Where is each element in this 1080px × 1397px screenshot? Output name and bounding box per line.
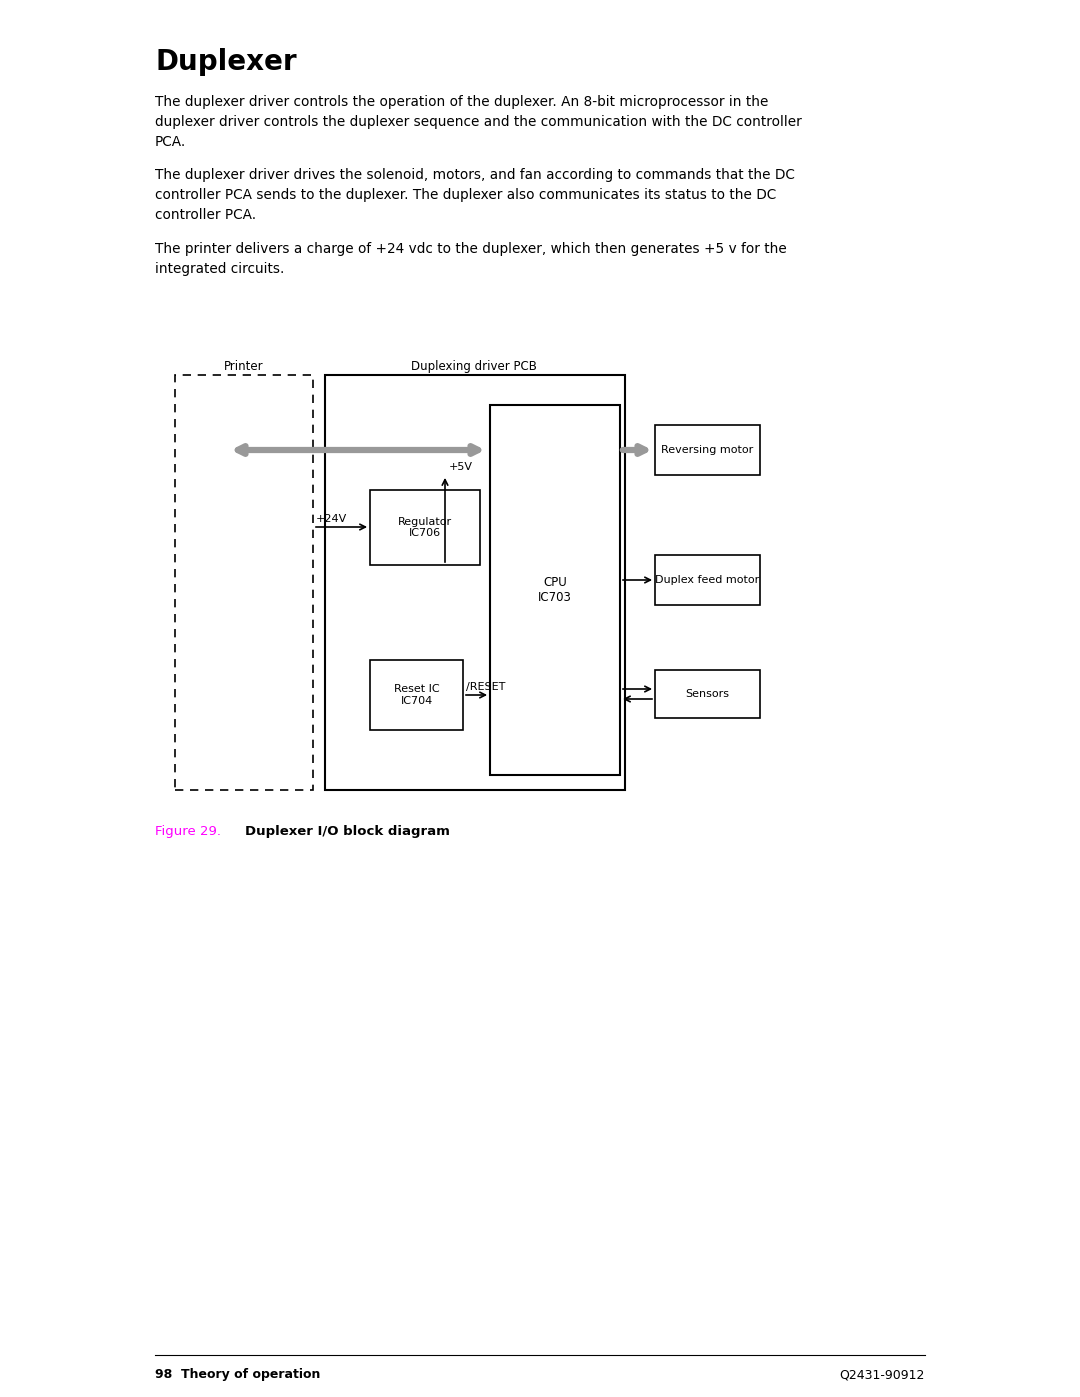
Text: +24V: +24V <box>316 514 348 524</box>
Bar <box>654 671 760 718</box>
Text: CPU
IC703: CPU IC703 <box>538 576 572 604</box>
Text: Duplex feed motor: Duplex feed motor <box>656 576 759 585</box>
Text: Sensors: Sensors <box>686 689 729 698</box>
Text: /RESET: /RESET <box>465 682 505 692</box>
Text: Duplexer: Duplexer <box>156 47 297 75</box>
Text: Q2431-90912: Q2431-90912 <box>839 1368 924 1382</box>
Text: Figure 29.: Figure 29. <box>156 826 221 838</box>
Bar <box>370 659 463 731</box>
Text: Duplexer I/O block diagram: Duplexer I/O block diagram <box>245 826 450 838</box>
Text: The printer delivers a charge of +24 vdc to the duplexer, which then generates +: The printer delivers a charge of +24 vdc… <box>156 242 786 277</box>
Text: The duplexer driver drives the solenoid, motors, and fan according to commands t: The duplexer driver drives the solenoid,… <box>156 168 795 222</box>
Text: The duplexer driver controls the operation of the duplexer. An 8-bit microproces: The duplexer driver controls the operati… <box>156 95 801 149</box>
Bar <box>654 555 760 605</box>
Text: 98  Theory of operation: 98 Theory of operation <box>156 1368 321 1382</box>
Text: Printer: Printer <box>225 360 264 373</box>
Text: Regulator
IC706: Regulator IC706 <box>397 517 453 538</box>
Text: +5V: +5V <box>449 462 473 472</box>
Bar <box>325 374 625 789</box>
Bar <box>654 425 760 475</box>
Text: Reset IC
IC704: Reset IC IC704 <box>394 685 440 705</box>
Bar <box>175 374 313 789</box>
Text: Duplexing driver PCB: Duplexing driver PCB <box>411 360 537 373</box>
Bar <box>490 405 620 775</box>
Bar <box>370 490 480 564</box>
Text: Reversing motor: Reversing motor <box>661 446 754 455</box>
